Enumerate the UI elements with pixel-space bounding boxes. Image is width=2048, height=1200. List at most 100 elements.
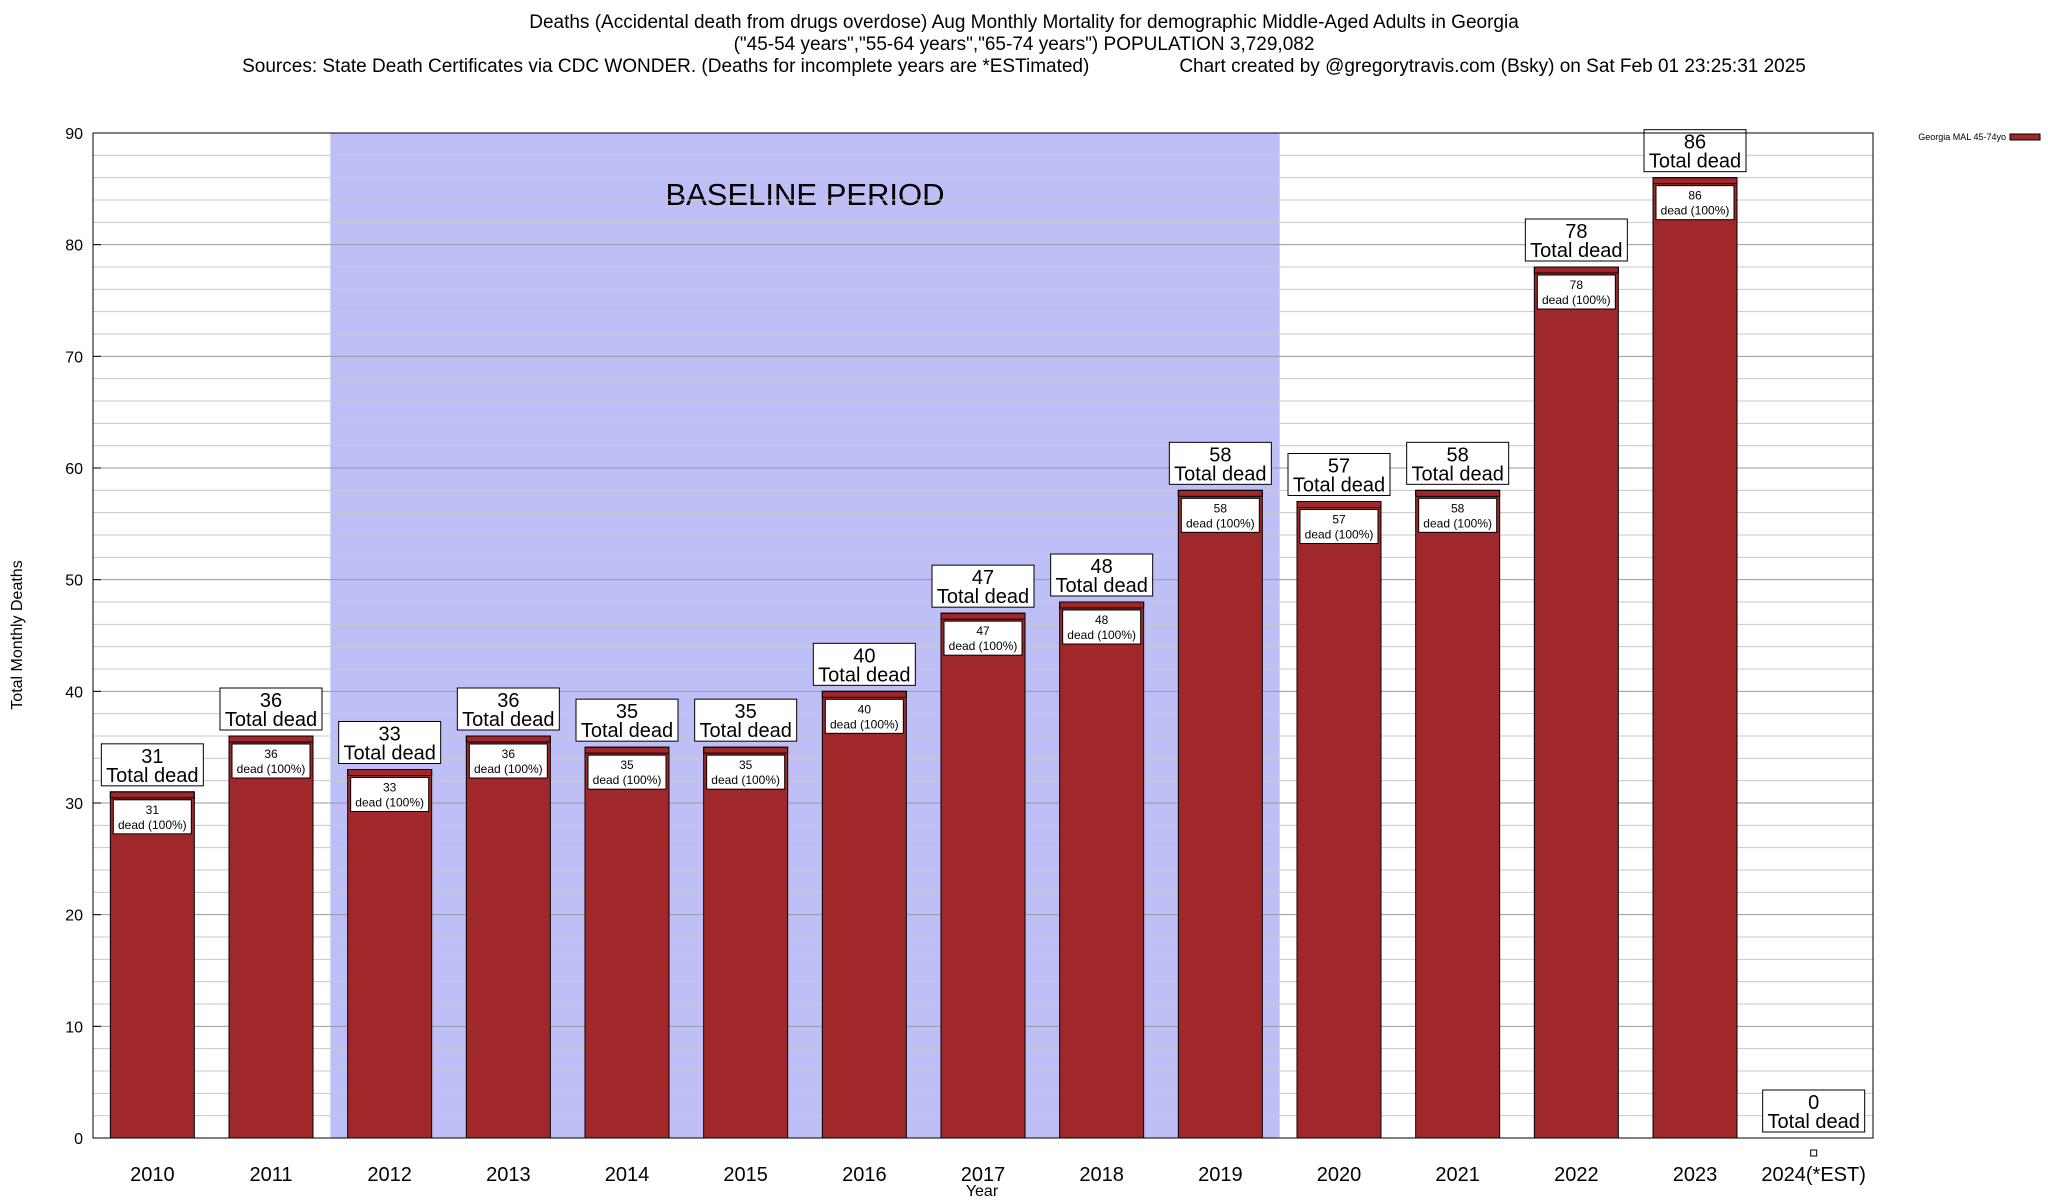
y-tick-label: 40 xyxy=(65,684,83,701)
total-label-text: Total dead xyxy=(1412,463,1504,485)
inner-label-pct: dead (100%) xyxy=(949,639,1018,653)
y-tick-label: 50 xyxy=(65,573,83,590)
inner-label-box xyxy=(350,777,430,812)
y-tick-label: 0 xyxy=(74,1131,83,1148)
bar-2016 xyxy=(821,690,907,1139)
x-tick-label: 2012 xyxy=(367,1164,412,1186)
x-tick-label: 2015 xyxy=(723,1164,768,1186)
total-label-box xyxy=(1050,553,1154,597)
total-label-text: Total dead xyxy=(581,720,673,742)
inner-label-box xyxy=(1062,609,1142,645)
x-tick-label: 2011 xyxy=(249,1164,292,1186)
inner-label-value: 31 xyxy=(146,803,160,817)
x-tick-label: 2010 xyxy=(130,1164,175,1186)
bar-cap-2010 xyxy=(109,791,195,799)
total-label-value: 35 xyxy=(616,701,638,723)
bar-cap-2015 xyxy=(703,746,789,754)
bar-2012 xyxy=(347,769,433,1139)
inner-label-pct: dead (100%) xyxy=(355,796,424,810)
total-label-box xyxy=(1524,218,1628,262)
total-label-value: 31 xyxy=(141,746,163,768)
total-label-box xyxy=(1168,441,1272,485)
bar-2014 xyxy=(584,746,670,1139)
inner-label-box xyxy=(1536,274,1616,310)
y-tick-label: 60 xyxy=(65,461,83,478)
total-label-text: Total dead xyxy=(1530,240,1622,262)
total-label-text: Total dead xyxy=(462,709,554,731)
bar-2019 xyxy=(1177,489,1263,1139)
x-tick-label: 2019 xyxy=(1198,1164,1243,1186)
x-axis-label: Year xyxy=(966,1183,999,1200)
total-label-value: 78 xyxy=(1565,221,1587,243)
x-tick-label: 2021 xyxy=(1435,1164,1480,1186)
chart-title: Deaths (Accidental death from drugs over… xyxy=(529,12,1519,33)
y-tick-label: 30 xyxy=(65,796,83,813)
total-label-value: 58 xyxy=(1447,444,1469,466)
total-label-box xyxy=(456,687,560,731)
x-tick-label: 2020 xyxy=(1317,1164,1362,1186)
total-label-box xyxy=(1643,129,1747,173)
bar-cap-2020 xyxy=(1296,501,1382,508)
inner-label-pct: dead (100%) xyxy=(593,773,662,787)
bar-2021 xyxy=(1415,489,1501,1139)
plot-frame xyxy=(92,132,1874,1139)
inner-label-pct: dead (100%) xyxy=(830,717,899,731)
total-label-box xyxy=(812,642,916,686)
bar-2018 xyxy=(1059,601,1145,1139)
inner-label-pct: dead (100%) xyxy=(1661,204,1730,218)
inner-label-pct: dead (100%) xyxy=(118,818,187,832)
bar-cap-2012 xyxy=(347,769,433,776)
total-label-text: Total dead xyxy=(1293,475,1385,497)
legend-entry-label: Georgia MAL 45-74yo xyxy=(1918,132,2006,142)
y-tick-label: 90 xyxy=(65,126,83,143)
inner-label-box xyxy=(1418,497,1498,533)
inner-label-value: 35 xyxy=(739,758,753,772)
x-tick-label: 2023 xyxy=(1673,1164,1718,1186)
inner-label-box xyxy=(231,743,311,779)
inner-label-value: 33 xyxy=(383,781,397,795)
total-label-value: 47 xyxy=(972,567,994,589)
total-label-box xyxy=(575,698,679,742)
inner-label-value: 86 xyxy=(1688,189,1702,203)
total-label-text: Total dead xyxy=(1768,1111,1860,1133)
total-label-box xyxy=(219,687,323,731)
inner-label-box xyxy=(1655,185,1735,221)
x-tick-label: 2016 xyxy=(842,1164,887,1186)
x-tick-label: 2013 xyxy=(486,1164,531,1186)
inner-label-value: 40 xyxy=(858,702,872,716)
inner-label-value: 58 xyxy=(1214,501,1228,515)
total-label-value: 0 xyxy=(1808,1092,1819,1114)
chart-credit: Chart created by @gregorytravis.com (Bsk… xyxy=(1179,56,1806,77)
inner-label-box xyxy=(1299,509,1379,544)
y-tick-label: 20 xyxy=(65,908,83,925)
inner-label-value: 36 xyxy=(264,747,278,761)
total-label-value: 58 xyxy=(1209,444,1231,466)
bar-2015 xyxy=(703,746,789,1139)
y-tick-label: 10 xyxy=(65,1019,83,1036)
inner-label-box xyxy=(112,799,192,835)
total-label-box xyxy=(338,721,442,764)
inner-label-pct: dead (100%) xyxy=(1542,293,1611,307)
inner-label-value: 57 xyxy=(1332,513,1346,527)
bar-2024(*EST) xyxy=(1810,1149,1818,1157)
total-label-text: Total dead xyxy=(344,743,436,765)
y-tick-label: 70 xyxy=(65,349,83,366)
bar-cap-2016 xyxy=(821,690,907,698)
total-label-value: 40 xyxy=(853,645,875,667)
total-label-value: 57 xyxy=(1328,456,1350,478)
total-label-text: Total dead xyxy=(106,765,198,787)
inner-label-box xyxy=(706,754,786,790)
inner-label-box xyxy=(468,743,548,779)
inner-label-pct: dead (100%) xyxy=(237,762,306,776)
chart-title-block: Deaths (Accidental death from drugs over… xyxy=(0,12,2048,78)
total-label-box xyxy=(694,698,798,742)
inner-label-pct: dead (100%) xyxy=(1305,528,1374,542)
bar-2020 xyxy=(1296,501,1382,1139)
bar-2017 xyxy=(940,612,1026,1139)
inner-label-pct: dead (100%) xyxy=(474,762,543,776)
inner-label-box xyxy=(587,754,667,790)
inner-label-box xyxy=(943,620,1023,656)
total-label-value: 33 xyxy=(379,724,401,746)
bar-cap-2013 xyxy=(465,735,551,743)
